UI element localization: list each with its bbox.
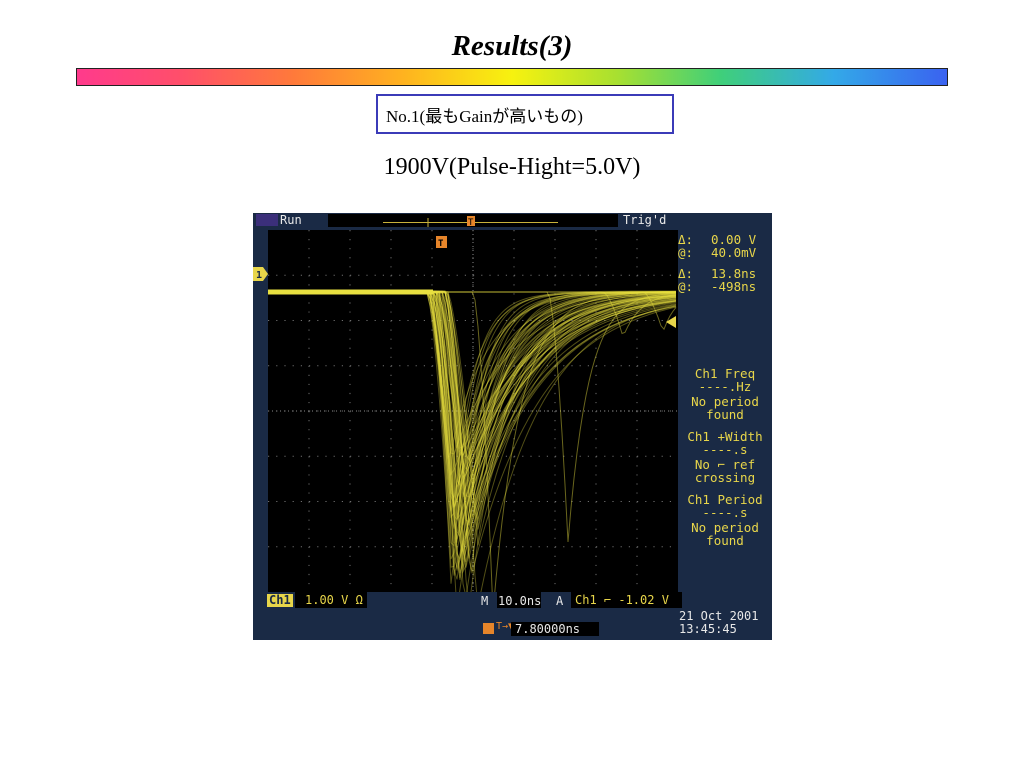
v-delta-value: 0.00 V	[711, 232, 757, 247]
graticule-grid	[268, 230, 680, 592]
waveform-traces	[267, 289, 677, 613]
rainbow-divider	[76, 68, 948, 86]
t-cursor-delta: Δ: 13.8ns	[678, 267, 772, 280]
t-delta-value: 13.8ns	[711, 266, 757, 281]
trigger-marker-letter: T	[438, 239, 444, 248]
measurement-3-note: No period	[691, 520, 759, 535]
timebase-value: 10.0ns	[498, 594, 542, 608]
timestamp-date: 21 Oct 2001	[679, 609, 759, 623]
ch1-vertical-scale: 1.00 V Ω	[295, 592, 367, 608]
measurement-2-title: Ch1 +Width	[687, 429, 763, 444]
v-cursor-at: @: 40.0mV	[678, 246, 772, 259]
trigger-position-value: 7.80000ns	[511, 622, 599, 636]
measurement-3-note-2: found	[706, 533, 744, 548]
v-delta-label: Δ:	[678, 232, 694, 247]
waveform-plot	[267, 230, 680, 613]
run-indicator-icon	[256, 214, 278, 226]
trigger-point-icon	[467, 216, 475, 226]
slide-title: Results(3)	[451, 30, 573, 62]
measurement-1-value: ----.Hz	[698, 379, 752, 394]
trigger-setting: Ch1 ⌐ -1.02 V	[571, 592, 682, 608]
trigger-marker-icon: T	[436, 236, 447, 248]
t-cursor-at: @: -498ns	[678, 280, 772, 293]
voltage-subtitle: 1900V(Pulse-Hight=5.0V)	[383, 154, 641, 180]
trigger-point-letter: T	[468, 218, 474, 228]
measurement-3-title: Ch1 Period	[687, 492, 763, 507]
ch1-badge: Ch1	[267, 593, 293, 607]
trigger-level-arrow-icon	[666, 316, 676, 328]
pulse-trace	[267, 290, 677, 487]
measurement-1-note: No period	[691, 394, 759, 409]
timebase-prefix: M	[481, 594, 489, 608]
timebase-box	[497, 592, 541, 608]
sample-label-text: No.1(最もGainが高いもの)	[386, 106, 583, 126]
waveform-display	[267, 230, 680, 613]
measurement-1-title: Ch1 Freq	[694, 366, 756, 381]
v-at-value: 40.0mV	[711, 245, 757, 260]
measurement-panel: Δ: 0.00 V @: 40.0mV Δ: 13.8ns @: -498ns …	[678, 230, 772, 592]
trigger-status: Trig'd	[623, 213, 667, 227]
run-label: Run	[280, 213, 302, 227]
trigger-position-track: T	[328, 214, 618, 228]
timestamp-time: 13:45:45	[679, 622, 737, 636]
sample-label-box: No.1(最もGainが高いもの)	[376, 94, 674, 134]
pulse-trace	[267, 291, 677, 555]
trigger-track-graphic: T	[383, 216, 558, 228]
measurement-1-note-2: found	[706, 407, 744, 422]
t-delta-label: Δ:	[678, 266, 694, 281]
scope-settings-bar: Ch1 1.00 V Ω M 10.0ns A Ch1 ⌐ -1.02 V T→…	[253, 592, 772, 640]
v-cursor-delta: Δ: 0.00 V	[678, 233, 772, 246]
measurement-2-note-2: crossing	[694, 470, 756, 485]
timestamp: 21 Oct 2001 13:45:45	[679, 610, 758, 636]
measurement-2-note: No ⌐ ref	[694, 457, 756, 472]
measurement-2-value: ----.s	[702, 442, 748, 457]
t-at-value: -498ns	[711, 279, 757, 294]
oscilloscope-screenshot: Run T Trig'd 1 T Δ: 0.00 V	[253, 213, 772, 640]
trigger-position-icon	[483, 623, 494, 634]
ch1-ground-marker-label: 1	[256, 270, 262, 281]
t-at-label: @:	[678, 279, 694, 294]
trigger-position-prefix: T→▼	[496, 621, 515, 632]
trigger-prefix: A	[556, 594, 564, 608]
ch1-ground-marker-icon: 1	[253, 267, 268, 281]
scope-status-bar: Run T Trig'd	[253, 213, 772, 228]
v-at-label: @:	[678, 245, 694, 260]
measurement-3-value: ----.s	[702, 505, 748, 520]
